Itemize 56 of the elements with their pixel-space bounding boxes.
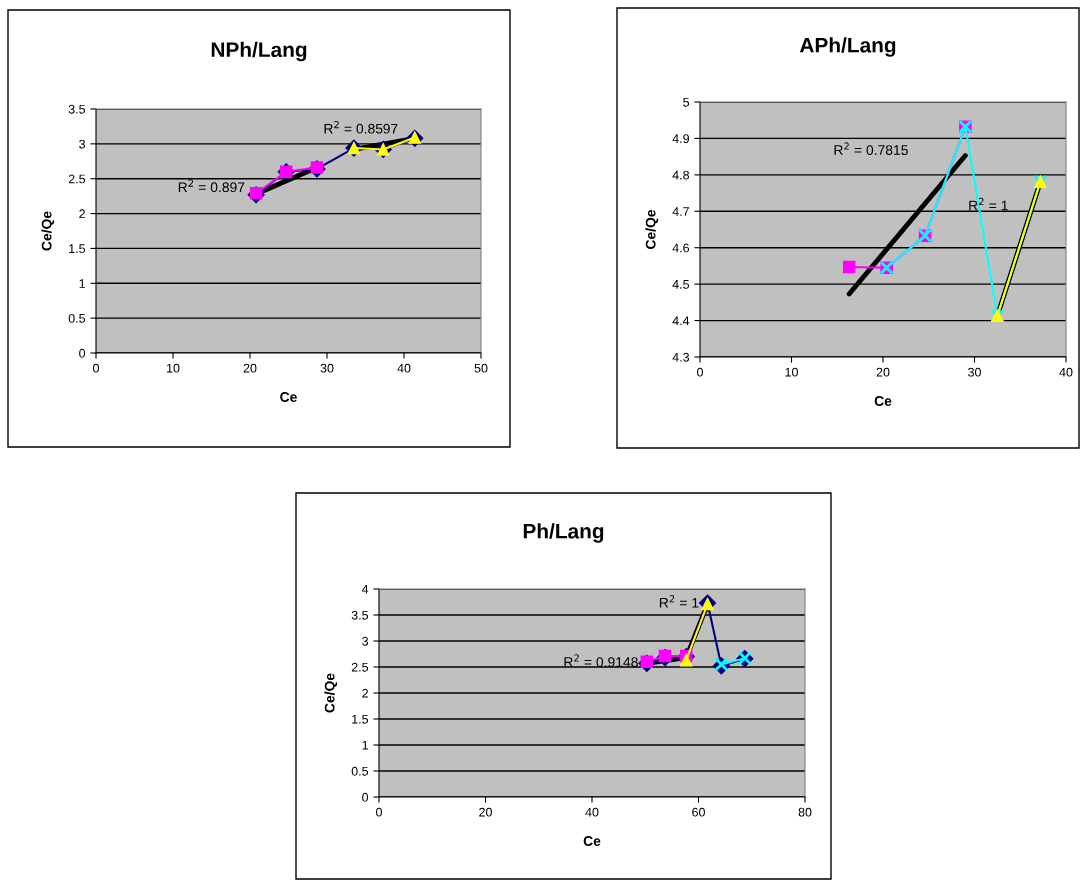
- y-tick-label: 0: [362, 792, 369, 802]
- annotation: R$^{2}$ = 0.7815: [834, 142, 908, 156]
- y-axis-title: Ce/Qe: [41, 211, 55, 251]
- y-tick-label: 4.3: [672, 352, 690, 362]
- y-tick-label: 2.5: [68, 174, 86, 184]
- x-axis-title: Ce: [874, 396, 892, 406]
- x-tick-label: 40: [585, 807, 599, 817]
- x-tick-label: 0: [93, 363, 99, 373]
- x-tick-label: 0: [376, 807, 382, 817]
- y-tick-label: 4: [361, 584, 369, 594]
- x-tick-label: 30: [968, 367, 981, 377]
- x-tick-label: 50: [474, 363, 488, 373]
- y-tick-label: 4.9: [672, 134, 689, 144]
- x-tick-label: 80: [798, 807, 812, 817]
- y-tick-label: 1: [362, 740, 368, 750]
- x-tick-label: 40: [397, 363, 411, 373]
- chart-title: APh/Lang: [799, 37, 896, 57]
- annotation: R$^{2}$ = 1: [659, 595, 699, 608]
- chart-title: NPh/Lang: [211, 41, 307, 62]
- x-axis-title: Ce: [280, 392, 297, 402]
- y-tick-label: 3.5: [351, 610, 369, 620]
- y-tick-label: 0: [79, 348, 86, 358]
- x-tick-label: 10: [167, 363, 180, 373]
- annotation: R$^{2}$ = 1: [969, 197, 1008, 211]
- chart-title: Ph/Lang: [523, 523, 604, 543]
- y-tick-label: 1.5: [352, 714, 369, 724]
- x-tick-label: 60: [692, 807, 705, 817]
- y-tick-label: 1: [79, 279, 85, 288]
- y-tick-label: 0.5: [351, 766, 369, 776]
- y-tick-label: 2.5: [351, 662, 369, 672]
- annotation: R$^{2}$ = 0.9148: [564, 654, 638, 667]
- y-tick-label: 4.6: [672, 243, 690, 253]
- y-tick-label: 4.7: [672, 207, 689, 216]
- y-axis-title: Ce/Qe: [324, 673, 338, 713]
- x-tick-label: 40: [1059, 367, 1073, 377]
- annotation: R$^{2}$ = 0.8597: [324, 120, 398, 134]
- y-tick-label: 4.5: [672, 280, 690, 289]
- x-tick-label: 20: [876, 367, 890, 377]
- x-tick-label: 30: [320, 363, 334, 373]
- x-tick-label: 0: [697, 367, 703, 377]
- annotation: R$^{2}$ = 0.897: [178, 179, 245, 193]
- y-tick-label: 4.4: [672, 316, 690, 326]
- x-tick-label: 20: [479, 807, 492, 817]
- x-axis-title: Ce: [583, 836, 601, 846]
- y-axis-title: Ce/Qe: [645, 209, 659, 249]
- y-tick-label: 3: [79, 139, 86, 149]
- y-tick-label: 3: [362, 636, 369, 646]
- y-tick-label: 4.8: [672, 170, 690, 180]
- y-tick-label: 2: [79, 209, 85, 219]
- x-tick-label: 20: [243, 363, 257, 373]
- y-tick-label: 1.5: [69, 244, 86, 254]
- x-tick-label: 10: [785, 367, 798, 377]
- y-tick-label: 2: [362, 688, 368, 698]
- y-tick-label: 5: [683, 97, 690, 107]
- y-tick-label: 3.5: [68, 104, 86, 114]
- y-tick-label: 0.5: [68, 313, 86, 323]
